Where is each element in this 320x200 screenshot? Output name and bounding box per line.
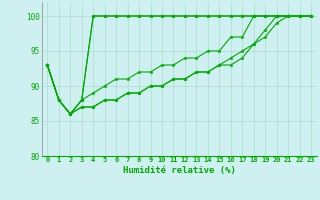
X-axis label: Humidité relative (%): Humidité relative (%) bbox=[123, 166, 236, 175]
